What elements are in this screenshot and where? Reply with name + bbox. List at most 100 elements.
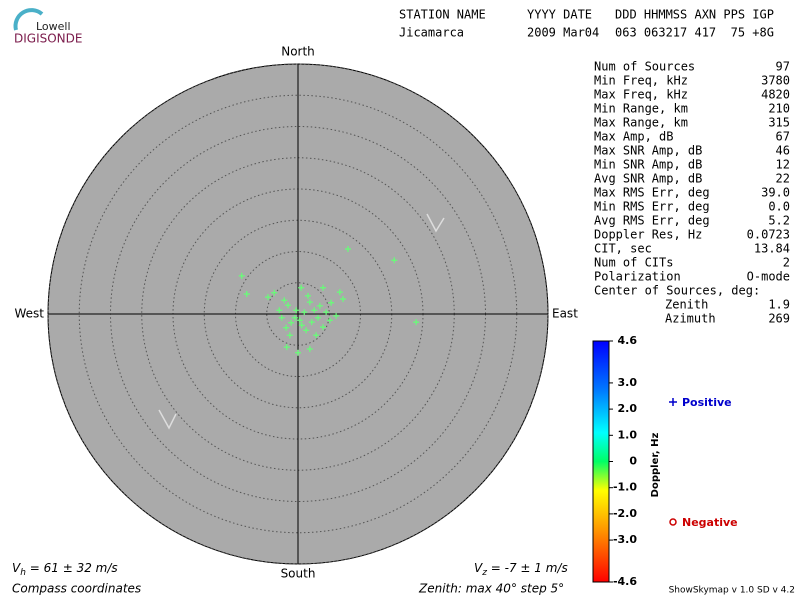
- vz-symbol: V: [474, 561, 483, 575]
- wind-arrow: [158, 409, 177, 430]
- stat-value: 0.0723: [747, 228, 790, 242]
- stat-value: 315: [768, 116, 790, 130]
- source-point: [278, 314, 285, 321]
- source-point: [320, 324, 326, 331]
- source-point: [283, 344, 290, 351]
- source-point: [238, 272, 245, 279]
- colorbar-tick-label: -3.0: [613, 533, 637, 546]
- source-point: [306, 299, 313, 306]
- source-point: [298, 284, 305, 291]
- source-point: [336, 289, 343, 296]
- source-point: [281, 297, 288, 304]
- header-label: YYYY DATE: [527, 8, 592, 22]
- stat-value: 39.0: [761, 186, 790, 200]
- source-point: [296, 317, 303, 324]
- source-point: [291, 314, 298, 321]
- footer-right: ShowSkymap v 1.0 SD v 4.2: [669, 586, 795, 596]
- vh-sub: h: [20, 568, 26, 578]
- colorbar-label: Doppler, Hz: [650, 433, 661, 498]
- stat-label: Avg SNR Amp, dB: [594, 172, 702, 186]
- stat-label: Num of CITs: [594, 256, 673, 270]
- source-point: [391, 257, 398, 264]
- stat-label: Max RMS Err, deg: [594, 186, 710, 200]
- source-point: [243, 291, 250, 297]
- source-point: [326, 317, 333, 324]
- stat-label: Min Range, km: [594, 102, 688, 116]
- colorbar-tick-label: -4.6: [613, 575, 637, 588]
- logo-bottom: DIGISONDE: [14, 32, 82, 46]
- source-point: [285, 302, 291, 309]
- stat-label: Max Range, km: [594, 116, 688, 130]
- stat-value: 46: [776, 144, 790, 158]
- footer-left: Compass coordinates: [12, 582, 141, 596]
- compass-south: South: [281, 567, 316, 581]
- source-point: [345, 246, 351, 252]
- vh-symbol: V: [12, 561, 21, 575]
- header-value: 2009 Mar04: [527, 26, 599, 40]
- source-point: [295, 349, 301, 356]
- header-value: Jicamarca: [399, 26, 464, 40]
- stat-value: 4820: [761, 88, 790, 102]
- source-point: [328, 299, 335, 306]
- stat-label: Polarization: [594, 270, 681, 284]
- logo-arc: [13, 8, 44, 31]
- source-point: [333, 312, 340, 319]
- wind-arrow: [426, 213, 445, 233]
- colorbar-tick-label: -2.0: [613, 507, 637, 520]
- colorbar-tick-label: 1.0: [618, 428, 638, 441]
- legend-negative: Negative: [682, 516, 738, 529]
- source-point: [311, 307, 318, 314]
- stat-value: 97: [776, 60, 790, 74]
- stat-value: O-mode: [747, 270, 790, 284]
- logo-top: Lowell: [36, 20, 71, 33]
- stat-label: Max Freq, kHz: [594, 88, 688, 102]
- stat-label: Max SNR Amp, dB: [594, 144, 702, 158]
- vh-text: = 61 ± 32 m/s: [26, 561, 118, 575]
- source-point: [306, 346, 313, 352]
- source-point: [265, 294, 271, 301]
- stat-value: 12: [776, 158, 790, 172]
- source-point: [283, 324, 290, 331]
- center-label: Azimuth: [665, 312, 716, 326]
- stat-value: 13.84: [754, 242, 790, 256]
- source-point: [276, 307, 283, 314]
- center-value: 269: [768, 312, 790, 326]
- colorbar-tick-label: 4.6: [618, 334, 638, 347]
- source-point: [288, 319, 295, 326]
- stat-label: Doppler Res, Hz: [594, 228, 702, 242]
- source-point: [308, 319, 315, 326]
- source-point: [340, 296, 346, 302]
- legend-positive: Positive: [682, 396, 732, 409]
- vz-text: = -7 ± 1 m/s: [487, 561, 568, 575]
- stat-label: Min RMS Err, deg: [594, 200, 710, 214]
- compass-west: West: [14, 307, 44, 321]
- stat-value: 2: [783, 256, 790, 270]
- source-point: [320, 284, 326, 291]
- stat-label: Min SNR Amp, dB: [594, 158, 702, 172]
- stat-label: Num of Sources: [594, 60, 695, 74]
- stat-value: 22: [776, 172, 790, 186]
- colorbar-tick-label: -1.0: [613, 481, 637, 494]
- vz: Vz = -7 ± 1 m/s: [474, 561, 568, 578]
- stat-label: CIT, sec: [594, 242, 652, 256]
- compass-east: East: [552, 307, 578, 321]
- source-point: [301, 309, 308, 316]
- stat-value: 210: [768, 102, 790, 116]
- legend-plus: [669, 398, 677, 406]
- stat-value: 3780: [761, 74, 790, 88]
- colorbar-tick-label: 3.0: [618, 376, 638, 389]
- source-point: [303, 327, 310, 334]
- source-point: [271, 289, 278, 296]
- header-label: STATION NAME: [399, 8, 486, 22]
- source-point: [316, 302, 323, 309]
- colorbar: [592, 340, 610, 583]
- stat-value: 0.0: [768, 200, 790, 214]
- source-point: [286, 332, 293, 339]
- source-point: [413, 319, 420, 326]
- center-title: Center of Sources, deg:: [594, 284, 760, 298]
- source-point: [298, 322, 305, 329]
- source-point: [293, 307, 300, 314]
- stat-label: Avg RMS Err, deg: [594, 214, 710, 228]
- source-point: [313, 332, 320, 339]
